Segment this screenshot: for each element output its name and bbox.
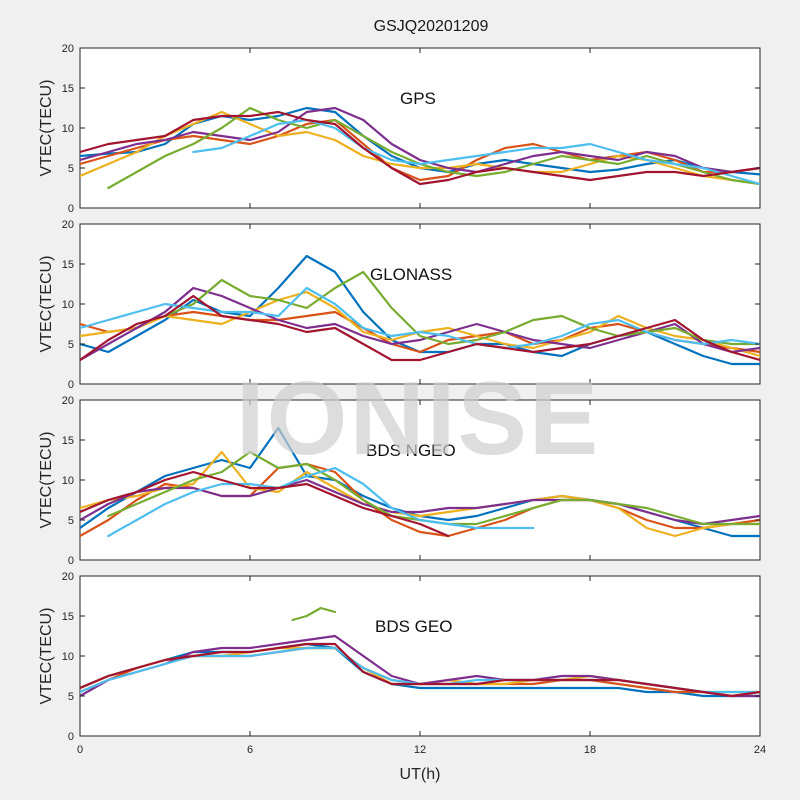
series-group [80,106,760,190]
y-tick-label: 15 [62,259,74,271]
panel-title: BDS NGEO [366,441,456,460]
y-axis-label: VTEC(TECU) [38,432,55,529]
series-group [80,254,760,366]
panel-3: 0 5 10 15 20 VTEC(TECU) BDS NGEO [38,395,761,567]
series-line-3 [80,450,760,538]
series-line-7 [80,294,760,362]
series-line-6 [107,466,535,538]
y-tick-label: 10 [62,475,74,487]
y-tick-label: 20 [62,43,74,55]
panel-title: GPS [400,89,436,108]
panel-title: GLONASS [370,265,452,284]
y-tick-label: 5 [68,339,74,351]
y-axis-label: VTEC(TECU) [38,80,55,177]
x-tick-label: 12 [414,744,426,756]
y-tick-label: 5 [68,163,74,175]
series-line-4 [80,106,760,174]
panel-1: 0 5 10 15 20 VTEC(TECU) GPS [38,43,761,215]
series-line-5 [291,606,337,622]
y-tick-label: 15 [62,611,74,623]
x-tick-label: 6 [247,744,253,756]
x-tick-label: 0 [77,744,83,756]
series-group [80,606,760,698]
y-tick-label: 0 [68,203,74,215]
y-tick-label: 5 [68,691,74,703]
plot-area [79,47,761,209]
y-axis-label: VTEC(TECU) [38,256,55,353]
watermark: IONISE [236,361,601,477]
panels: 0 5 10 15 20 VTEC(TECU) GPS 0 5 10 15 20 VTEC(TECU) G… [38,43,766,756]
y-tick-label: 20 [62,571,74,583]
y-tick-label: 0 [68,379,74,391]
series-line-7 [80,470,450,538]
series-line-7 [80,642,760,698]
y-tick-label: 10 [62,123,74,135]
y-tick-label: 10 [62,299,74,311]
y-tick-label: 0 [68,555,74,567]
series-line-7 [80,110,760,186]
y-tick-label: 0 [68,731,74,743]
x-tick-label: 24 [754,744,766,756]
y-tick-label: 15 [62,83,74,95]
y-tick-label: 15 [62,435,74,447]
panel-4: 0 5 10 15 20 0 6 12 18 24 VTEC(TECU) BDS GEO [38,571,766,756]
series-line-4 [80,478,760,526]
x-axis-label: UT(h) [400,766,441,783]
x-tick-label: 18 [584,744,596,756]
y-tick-label: 5 [68,515,74,527]
y-tick-label: 20 [62,395,74,407]
figure-title: GSJQ20201209 [374,18,489,35]
series-line-5 [163,270,760,346]
y-axis-label: VTEC(TECU) [38,608,55,705]
panel-2: 0 5 10 15 20 VTEC(TECU) GLONASS [38,219,761,391]
series-group [80,426,760,538]
series-line-6 [192,118,760,186]
panel-title: BDS GEO [375,617,452,636]
series-line-6 [80,286,760,350]
y-tick-label: 10 [62,651,74,663]
y-tick-label: 20 [62,219,74,231]
series-line-5 [107,106,760,190]
